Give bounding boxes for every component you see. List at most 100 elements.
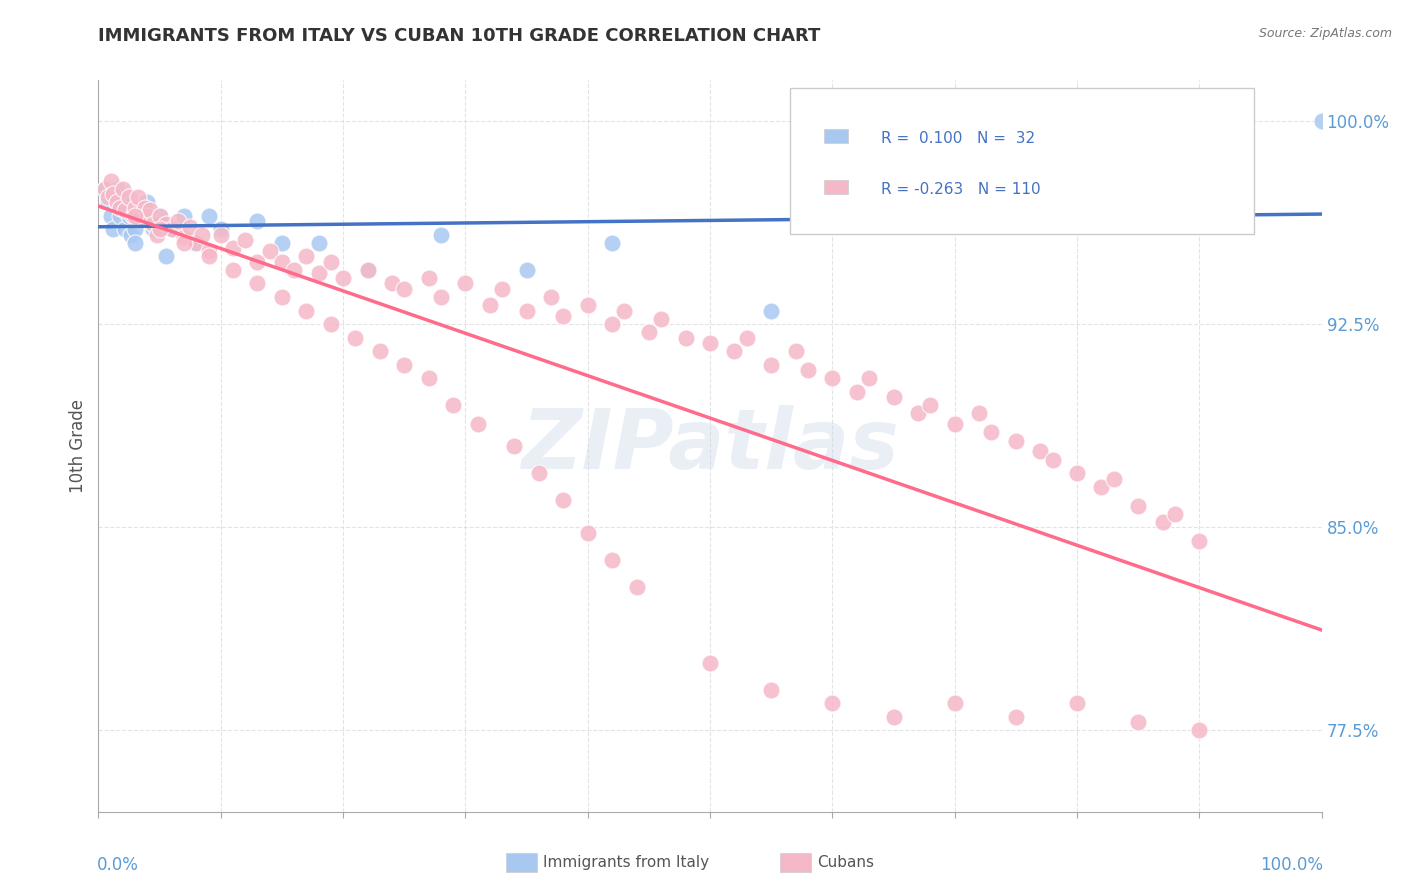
Point [883, 710, 905, 724]
Point [118, 209, 141, 223]
Point [233, 233, 256, 247]
Point [381, 277, 404, 291]
Point [160, 222, 183, 236]
Point [1310, 114, 1333, 128]
Point [121, 209, 143, 223]
Point [356, 263, 378, 277]
Point [1102, 471, 1125, 485]
Point [1066, 466, 1088, 480]
Point [723, 344, 745, 359]
Point [1128, 499, 1150, 513]
Point [105, 195, 128, 210]
Point [626, 580, 648, 594]
Point [222, 263, 245, 277]
Point [173, 209, 195, 223]
Point [785, 344, 807, 359]
Point [149, 222, 172, 236]
Point [418, 271, 440, 285]
Point [111, 181, 134, 195]
Point [699, 656, 721, 670]
Point [761, 682, 783, 697]
Bar [824, 180, 848, 194]
Point [650, 311, 672, 326]
Point [283, 263, 305, 277]
Point [149, 209, 172, 223]
Point [1164, 507, 1187, 521]
Point [1066, 697, 1088, 711]
Point [146, 227, 169, 242]
Point [368, 344, 391, 359]
Point [858, 371, 880, 385]
Text: Immigrants from Italy: Immigrants from Italy [543, 855, 709, 870]
Point [478, 298, 501, 312]
Point [246, 254, 269, 268]
Point [295, 303, 318, 318]
Point [441, 398, 464, 412]
Point [491, 282, 513, 296]
Point [1029, 444, 1052, 458]
Point [600, 235, 623, 250]
Point [97, 190, 120, 204]
Point [600, 317, 623, 331]
Point [114, 203, 136, 218]
Point [209, 227, 232, 242]
Point [105, 181, 128, 195]
Point [209, 222, 232, 236]
Point [392, 358, 416, 372]
Point [344, 331, 367, 345]
Point [576, 298, 599, 312]
Point [515, 263, 537, 277]
Point [613, 303, 636, 318]
Point [259, 244, 281, 258]
Point [1188, 723, 1211, 738]
Point [186, 235, 208, 250]
Point [197, 249, 219, 263]
Point [1128, 715, 1150, 730]
Point [418, 371, 440, 385]
Point [197, 244, 219, 258]
Point [576, 525, 599, 540]
Point [173, 230, 195, 244]
Point [179, 219, 201, 234]
Point [356, 263, 378, 277]
Point [1004, 710, 1026, 724]
Point [100, 209, 122, 223]
Point [907, 407, 929, 421]
Point [97, 195, 120, 210]
Point [319, 254, 342, 268]
Point [454, 277, 477, 291]
Point [100, 173, 122, 187]
Point [540, 290, 562, 304]
Point [845, 384, 868, 399]
Point [186, 235, 208, 250]
Point [527, 466, 550, 480]
Point [124, 222, 146, 236]
Point [111, 195, 134, 210]
Point [197, 209, 219, 223]
Point [93, 181, 115, 195]
Point [173, 235, 195, 250]
Point [1152, 515, 1174, 529]
Point [222, 241, 245, 255]
Point [308, 235, 330, 250]
Text: R = -0.263   N = 110: R = -0.263 N = 110 [882, 183, 1040, 197]
Point [155, 249, 177, 263]
FancyBboxPatch shape [790, 87, 1254, 234]
Point [553, 309, 575, 323]
Point [270, 290, 294, 304]
Point [295, 249, 318, 263]
Point [270, 254, 294, 268]
Point [761, 358, 783, 372]
Point [430, 227, 453, 242]
Point [136, 195, 159, 210]
Point [129, 209, 152, 223]
Point [93, 181, 115, 195]
Point [124, 235, 146, 250]
Point [124, 209, 146, 223]
Point [1042, 452, 1064, 467]
Point [124, 201, 146, 215]
Text: 100.0%: 100.0% [1260, 855, 1323, 873]
Point [136, 209, 159, 223]
Point [430, 290, 453, 304]
Point [515, 303, 537, 318]
